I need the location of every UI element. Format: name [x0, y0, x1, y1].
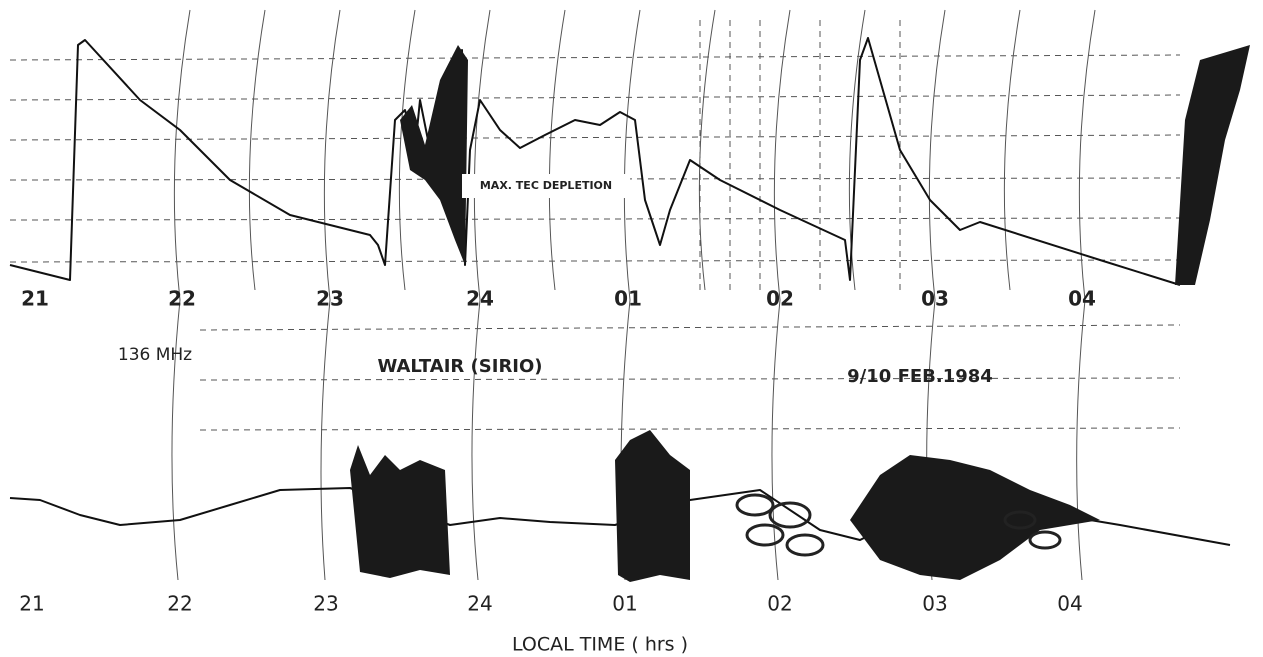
frequency-label: 136 MHz: [118, 345, 192, 365]
bottom-tick-label: 01: [612, 592, 637, 616]
bottom-tick-label: 03: [922, 592, 947, 616]
top-axis: 21 22 23 24 01 02 03 04: [21, 287, 1096, 311]
tec-burst: [400, 45, 468, 265]
bottom-tick-label: 24: [467, 592, 492, 616]
top-tick-label: 02: [766, 287, 794, 311]
date-label: 9/10 FEB.1984: [847, 366, 993, 387]
top-tick-label: 04: [1068, 287, 1096, 311]
depletion-label: MAX. TEC DEPLETION: [480, 179, 612, 192]
scintillation-mesh: [735, 493, 1062, 557]
chart-grid: [9, 9, 1181, 581]
top-tick-label: 22: [168, 287, 196, 311]
top-tick-label: 23: [316, 287, 344, 311]
top-tick-label: 24: [466, 287, 494, 311]
bottom-tick-label: 04: [1057, 592, 1082, 616]
axis-title: LOCAL TIME ( hrs ): [512, 634, 688, 656]
bottom-tick-label: 21: [19, 592, 44, 616]
top-tick-label: 03: [921, 287, 949, 311]
bottom-axis: 21 22 23 24 01 02 03 04: [19, 592, 1082, 616]
bottom-tick-label: 23: [313, 592, 338, 616]
scintillation-burst: [615, 430, 690, 582]
tec-burst: [1175, 45, 1250, 285]
top-tick-label: 01: [614, 287, 642, 311]
bottom-tick-label: 02: [767, 592, 792, 616]
station-label: WALTAIR (SIRIO): [377, 356, 542, 377]
top-tick-label: 21: [21, 287, 49, 311]
scintillation-burst: [350, 445, 450, 578]
scintillation-burst: [850, 455, 1100, 580]
annotation-box: [462, 174, 630, 198]
tec-trace: [9, 37, 1181, 286]
bottom-tick-label: 22: [167, 592, 192, 616]
